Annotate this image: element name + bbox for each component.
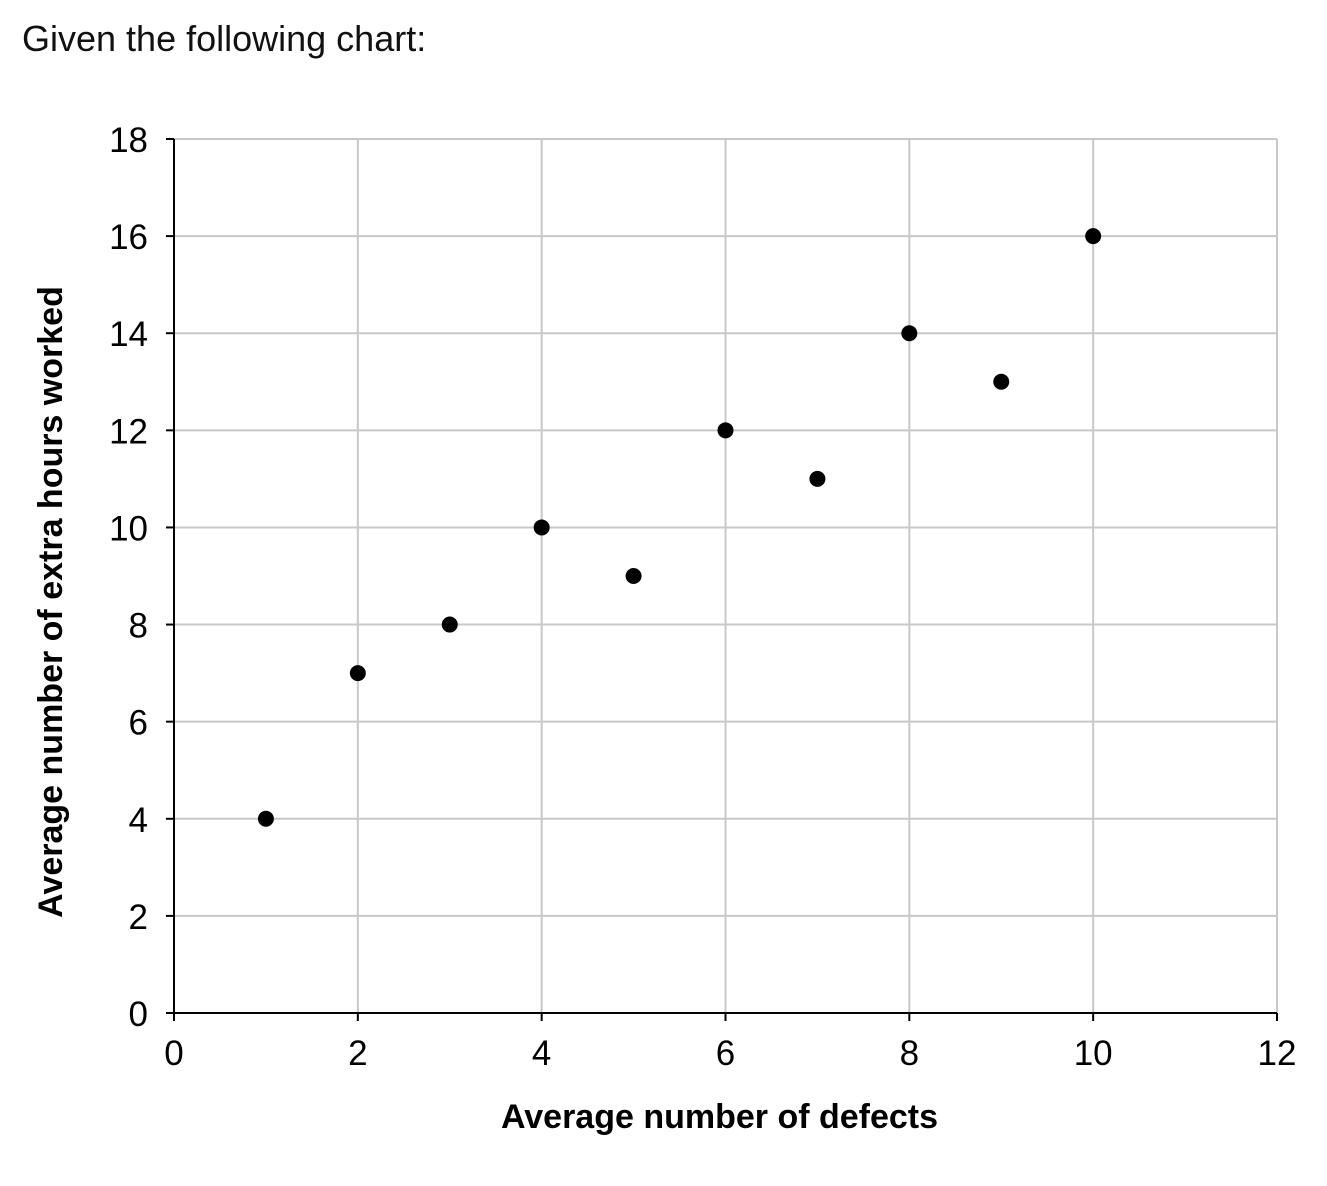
y-tick-label: 10 bbox=[109, 509, 148, 548]
question-prompt: Given the following chart: bbox=[22, 18, 427, 59]
y-tick-label: 14 bbox=[109, 315, 148, 354]
y-tick-label: 18 bbox=[109, 121, 148, 160]
x-tick-labels: 0 2 4 6 8 10 12 bbox=[164, 1034, 1296, 1073]
x-tick-label: 10 bbox=[1074, 1034, 1113, 1073]
data-point bbox=[901, 325, 918, 342]
x-tick-label: 6 bbox=[716, 1034, 735, 1073]
data-point bbox=[993, 373, 1010, 390]
x-tick-label: 2 bbox=[348, 1034, 367, 1073]
grid-lines bbox=[174, 138, 1278, 1013]
y-axis-title: Average number of extra hours worked bbox=[32, 286, 70, 918]
y-tick-label: 8 bbox=[129, 607, 148, 646]
x-tick-label: 4 bbox=[532, 1034, 551, 1073]
x-tick-label: 0 bbox=[164, 1034, 183, 1073]
x-tick-label: 8 bbox=[900, 1034, 919, 1073]
y-tick-label: 16 bbox=[109, 218, 148, 257]
data-point bbox=[1085, 228, 1102, 245]
data-point bbox=[441, 616, 458, 633]
y-tick-label: 2 bbox=[129, 898, 148, 937]
y-tick-label: 12 bbox=[109, 412, 148, 451]
y-tick-label: 4 bbox=[129, 801, 148, 840]
y-tick-labels: 0 2 4 6 8 10 12 14 16 18 bbox=[109, 121, 148, 1034]
data-point bbox=[625, 568, 642, 584]
data-point bbox=[349, 665, 366, 682]
data-point bbox=[717, 422, 734, 439]
y-tick-label: 0 bbox=[129, 995, 148, 1034]
data-point bbox=[257, 810, 274, 827]
axes bbox=[166, 138, 1278, 1021]
x-tick-label: 12 bbox=[1258, 1034, 1297, 1073]
data-points bbox=[257, 228, 1102, 827]
data-point bbox=[809, 470, 826, 487]
y-tick-label: 6 bbox=[129, 704, 148, 743]
x-axis-title: Average number of defects bbox=[501, 1098, 938, 1136]
data-point bbox=[533, 519, 550, 536]
